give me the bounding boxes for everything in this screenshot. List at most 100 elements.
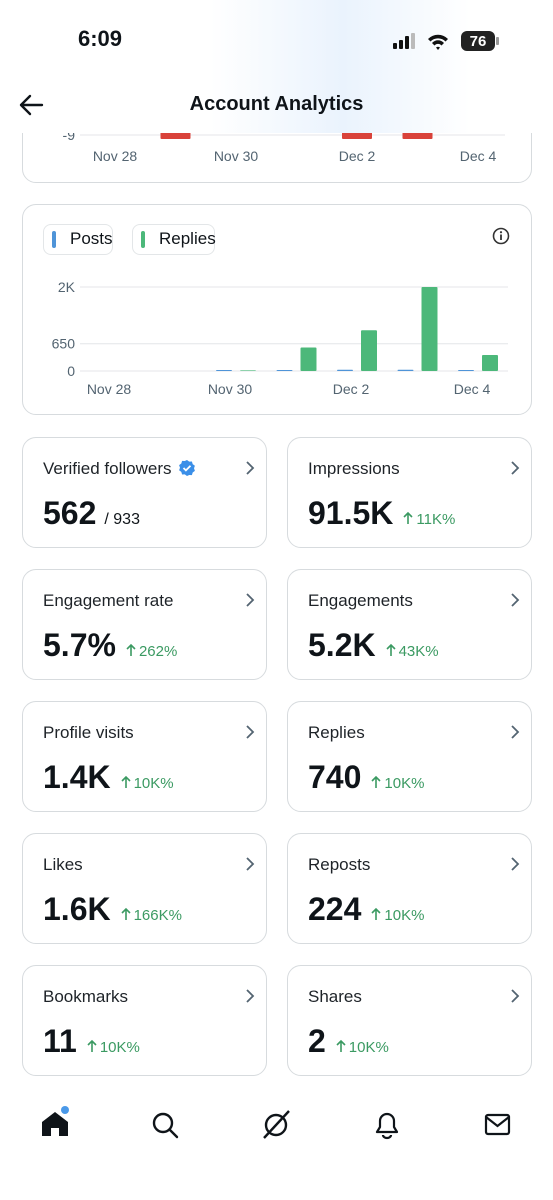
metric-card[interactable]: Replies 740 10K% <box>287 701 532 812</box>
metric-card[interactable]: Engagements 5.2K 43K% <box>287 569 532 680</box>
up-arrow <box>121 907 131 920</box>
metric-card[interactable]: Bookmarks 11 10K% <box>22 965 267 1076</box>
metric-value-row: 1.6K 166K% <box>43 891 182 928</box>
metric-change: 262% <box>126 643 177 660</box>
legend-swatch <box>141 231 145 248</box>
metric-change-value: 43K% <box>398 643 439 660</box>
metric-card[interactable]: Impressions 91.5K 11K% <box>287 437 532 548</box>
x-tick-label: Nov 28 <box>87 381 132 397</box>
metric-value: 5.2K <box>308 627 376 663</box>
metric-label: Replies <box>308 723 365 742</box>
x-tick-label: Dec 4 <box>454 381 491 397</box>
metric-value: 562 <box>43 495 97 531</box>
chevron <box>246 461 255 475</box>
bar <box>240 370 256 371</box>
metric-value-row: 1.4K 10K% <box>43 759 174 796</box>
metric-change: 10K% <box>371 775 424 792</box>
x-tick-label: Nov 30 <box>214 148 259 164</box>
metric-value: 11 <box>43 1023 77 1059</box>
y-tick-label: 650 <box>52 336 76 352</box>
legend-swatch <box>52 231 56 248</box>
bar <box>276 369 293 371</box>
y-tick-label: 2K <box>58 279 76 295</box>
metric-value-row: 91.5K 11K% <box>308 495 455 532</box>
info-icon[interactable] <box>491 226 511 246</box>
metric-change-value: 10K% <box>384 775 425 792</box>
up-arrow <box>403 511 413 524</box>
up-arrow <box>121 775 131 788</box>
battery-level: 76 <box>470 33 487 50</box>
nav-search[interactable] <box>152 1112 179 1139</box>
metric-card[interactable]: Shares 2 10K% <box>287 965 532 1076</box>
metric-change: 43K% <box>386 643 439 660</box>
nav-notifications[interactable] <box>375 1112 399 1140</box>
bar <box>361 330 377 371</box>
metric-label: Profile visits <box>43 723 134 742</box>
metric-change: 166K% <box>121 907 182 924</box>
metric-value-row: 2 10K% <box>308 1023 389 1060</box>
legend-label: Replies <box>159 229 216 248</box>
metric-value-row: 5.2K 43K% <box>308 627 439 664</box>
chevron <box>511 593 520 607</box>
header: 6:09 76 Account Analytics <box>0 0 553 133</box>
metric-label: Shares <box>308 987 362 1006</box>
x-tick-label: Nov 28 <box>93 148 138 164</box>
metric-card[interactable]: Reposts 224 10K% <box>287 833 532 944</box>
metric-change-value: 10K% <box>384 907 425 924</box>
metric-value-row: 562 / 933 <box>43 495 140 532</box>
chevron <box>511 989 520 1003</box>
up-arrow <box>386 643 396 656</box>
metric-label: Reposts <box>308 855 371 874</box>
nav-messages[interactable] <box>484 1113 511 1136</box>
x-tick-label: Nov 30 <box>208 381 253 397</box>
x-tick-label: Dec 2 <box>339 148 376 164</box>
metric-value: 2 <box>308 1023 326 1059</box>
metric-value: 1.6K <box>43 891 111 927</box>
metric-change-value: 11K% <box>416 511 456 528</box>
metric-change: 10K% <box>336 1039 389 1056</box>
x-tick-label: Dec 4 <box>460 148 497 164</box>
verified-badge <box>178 460 195 476</box>
nav-grok[interactable] <box>263 1110 290 1139</box>
metric-value: 91.5K <box>308 495 394 531</box>
metric-change: 10K% <box>87 1039 140 1056</box>
chart: 0 650 2K Nov 28 Nov 30 Dec 2 Dec 4 <box>52 279 508 397</box>
bar <box>458 369 474 371</box>
status-time: 6:09 <box>78 26 123 51</box>
legend-item[interactable]: Posts <box>43 224 113 255</box>
metric-value: 1.4K <box>43 759 111 795</box>
metric-change-value: 166K% <box>133 907 182 924</box>
metric-value: 224 <box>308 891 362 927</box>
metric-card[interactable]: Verified followers 562 / 933 <box>22 437 267 548</box>
header-title: Account Analytics <box>189 93 364 115</box>
bar <box>397 369 414 371</box>
metric-value: 5.7% <box>43 627 116 663</box>
chevron <box>511 725 520 739</box>
metric-card[interactable]: Engagement rate 5.7% 262% <box>22 569 267 680</box>
chevron <box>246 725 255 739</box>
y-tick-label: 0 <box>67 363 75 379</box>
metric-change-value: 10K% <box>99 1039 140 1056</box>
metric-card[interactable]: Profile visits 1.4K 10K% <box>22 701 267 812</box>
chart-card <box>22 204 532 415</box>
metric-change-value: 10K% <box>348 1039 389 1056</box>
metric-label: Engagement rate <box>43 591 174 610</box>
metric-value-row: 5.7% 262% <box>43 627 177 664</box>
nav-home[interactable] <box>42 1106 69 1136</box>
bar <box>421 287 438 371</box>
back-button[interactable] <box>18 94 44 116</box>
legend-item[interactable]: Replies <box>132 224 216 255</box>
metric-label: Engagements <box>308 591 413 610</box>
chevron <box>246 857 255 871</box>
metric-change: 10K% <box>371 907 424 924</box>
bar <box>337 369 353 371</box>
up-arrow <box>371 907 381 920</box>
up-arrow <box>87 1039 97 1052</box>
metric-card[interactable]: Likes 1.6K 166K% <box>22 833 267 944</box>
status-icons: 76 <box>393 31 499 51</box>
chevron <box>246 593 255 607</box>
bottom-nav <box>42 1106 511 1140</box>
metric-change-value: 10K% <box>133 775 174 792</box>
metric-change: 11K% <box>403 511 455 528</box>
